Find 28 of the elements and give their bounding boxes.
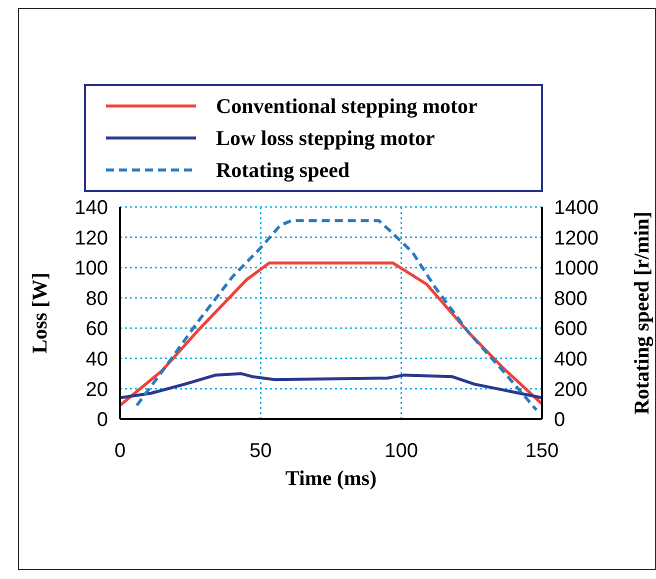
- y-tick-label: 120: [74, 227, 108, 250]
- y2-tick-label: 200: [554, 378, 588, 401]
- y-tick-label: 20: [86, 378, 108, 401]
- x-tick-label: 0: [114, 440, 126, 462]
- y-tick-label: 80: [86, 288, 108, 310]
- y2-tick-label: 600: [554, 318, 588, 340]
- x-axis-title: Time (ms): [285, 466, 377, 490]
- y2-tick-label: 1400: [554, 197, 598, 220]
- y-axis-title: Loss [W]: [27, 272, 52, 354]
- x-tick-label: 100: [384, 440, 418, 462]
- x-tick-label: 150: [525, 440, 559, 462]
- legend-label: Conventional stepping motor: [216, 94, 478, 118]
- y2-tick-label: 400: [554, 348, 588, 371]
- y2-tick-label: 0: [554, 409, 566, 432]
- legend-label: Low loss stepping motor: [216, 126, 435, 150]
- y2-axis-title: Rotating speed [r/min]: [629, 212, 654, 414]
- legend-label: Rotating speed: [216, 158, 350, 182]
- y-tick-label: 0: [96, 409, 108, 432]
- y-tick-label: 140: [74, 197, 108, 220]
- y2-tick-label: 1200: [554, 227, 598, 250]
- line-series: [135, 219, 538, 412]
- y2-tick-label: 800: [554, 288, 588, 310]
- x-tick-label: 50: [250, 440, 272, 462]
- y2-tick-label: 1000: [554, 258, 598, 280]
- line-series: [120, 372, 542, 400]
- y-tick-label: 100: [74, 258, 108, 280]
- y-tick-label: 60: [86, 318, 108, 340]
- y-tick-label: 40: [86, 348, 108, 371]
